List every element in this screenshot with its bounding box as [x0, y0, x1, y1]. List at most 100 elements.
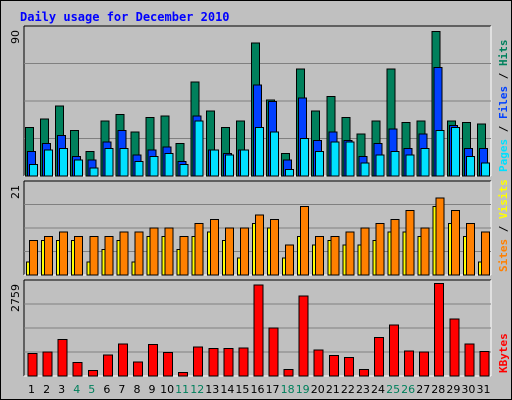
bar-kbytes-6: [102, 354, 113, 377]
x-tick-label-14: 14: [220, 383, 234, 396]
bar-pages-14: [224, 154, 234, 177]
bar-kbytes-18: [283, 368, 294, 377]
bar-sites-12: [194, 223, 204, 276]
bar-sites-24: [375, 223, 385, 276]
bar-sites-22: [345, 231, 355, 276]
x-tick-label-21: 21: [326, 383, 340, 396]
bar-sites-21: [330, 235, 340, 276]
legend-kbytes: KBytes: [497, 333, 510, 373]
page-title: Daily usage for December 2010: [20, 10, 230, 24]
bar-pages-2: [44, 149, 54, 177]
x-tick-label-17: 17: [266, 383, 280, 396]
bar-sites-16: [254, 214, 264, 276]
bar-pages-23: [360, 162, 370, 177]
x-tick-label-31: 31: [476, 383, 490, 396]
bar-kbytes-17: [268, 327, 279, 377]
x-tick-label-19: 19: [296, 383, 310, 396]
bar-kbytes-15: [238, 347, 249, 377]
bar-kbytes-26: [404, 350, 415, 377]
bar-kbytes-22: [343, 356, 354, 377]
bar-pages-31: [480, 162, 490, 177]
x-tick-label-13: 13: [205, 383, 219, 396]
legend-visits-sites: Sites / Visits: [497, 179, 510, 272]
bar-pages-24: [375, 154, 385, 177]
x-tick-label-24: 24: [371, 383, 385, 396]
bar-kbytes-3: [57, 339, 68, 377]
bar-sites-13: [209, 218, 219, 276]
bar-kbytes-10: [163, 352, 174, 377]
bar-pages-6: [104, 147, 114, 177]
bar-kbytes-21: [328, 354, 339, 377]
bar-pages-19: [300, 138, 310, 177]
x-tick-label-6: 6: [103, 383, 110, 396]
legend-sites: Sites: [497, 239, 510, 272]
bar-kbytes-30: [464, 343, 475, 377]
bar-kbytes-1: [27, 352, 38, 377]
bar-pages-29: [450, 126, 460, 177]
legend-files: Files: [497, 86, 510, 119]
bar-pages-11: [179, 164, 189, 177]
bar-sites-4: [74, 235, 84, 276]
x-tick-label-2: 2: [43, 383, 50, 396]
x-tick-label-3: 3: [58, 383, 65, 396]
bar-pages-20: [315, 151, 325, 177]
bar-sites-14: [224, 227, 234, 276]
legend-kbytes: KBytes: [497, 333, 510, 373]
x-tick-label-25: 25: [386, 383, 400, 396]
bar-kbytes-19: [298, 295, 309, 377]
bar-kbytes-4: [72, 361, 83, 377]
max-label-kbytes: 2759: [9, 284, 22, 312]
bar-sites-29: [450, 210, 460, 276]
x-tick-label-7: 7: [118, 383, 125, 396]
bar-sites-6: [104, 235, 114, 276]
bar-sites-31: [480, 231, 490, 276]
x-tick-label-8: 8: [133, 383, 140, 396]
bar-pages-17: [270, 131, 280, 177]
bar-sites-23: [360, 227, 370, 276]
bar-pages-15: [239, 149, 249, 177]
bar-kbytes-27: [419, 351, 430, 377]
bar-pages-12: [194, 120, 204, 177]
bar-kbytes-9: [148, 343, 159, 377]
x-tick-label-27: 27: [416, 383, 430, 396]
bar-sites-28: [435, 197, 445, 276]
bar-sites-26: [405, 210, 415, 276]
bar-pages-26: [405, 154, 415, 177]
bar-sites-11: [179, 235, 189, 276]
x-tick-label-28: 28: [431, 383, 445, 396]
bar-pages-28: [435, 130, 445, 177]
bar-kbytes-14: [223, 347, 234, 377]
bar-kbytes-31: [479, 350, 490, 377]
bar-sites-1: [29, 240, 38, 276]
x-tick-label-20: 20: [311, 383, 325, 396]
bar-sites-27: [420, 227, 430, 276]
x-tick-label-15: 15: [235, 383, 249, 396]
legend-sep: /: [497, 66, 510, 86]
bar-kbytes-8: [132, 361, 143, 377]
bar-pages-30: [465, 156, 475, 177]
legend-pages: Pages: [497, 139, 510, 172]
bar-sites-8: [134, 231, 144, 276]
bar-pages-8: [134, 160, 144, 177]
bar-kbytes-16: [253, 284, 264, 377]
bar-pages-4: [74, 159, 84, 177]
bar-kbytes-7: [117, 343, 128, 377]
bar-kbytes-5: [87, 369, 98, 377]
bar-pages-3: [59, 147, 69, 177]
bar-kbytes-23: [358, 368, 369, 377]
bar-kbytes-11: [178, 371, 189, 377]
legend-hits: Hits: [497, 40, 510, 67]
bar-sites-25: [390, 218, 400, 276]
bar-pages-21: [330, 141, 340, 177]
bar-pages-5: [89, 167, 99, 177]
bar-sites-9: [149, 227, 159, 276]
bar-pages-10: [164, 152, 174, 177]
x-tick-label-11: 11: [175, 383, 189, 396]
legend-hits-files-pages: Pages / Files / Hits: [497, 40, 510, 173]
x-tick-label-9: 9: [149, 383, 156, 396]
max-label-visits-sites: 21: [9, 185, 22, 199]
x-tick-label-10: 10: [160, 383, 174, 396]
bar-sites-5: [89, 235, 99, 276]
x-tick-label-29: 29: [446, 383, 460, 396]
bar-sites-3: [59, 231, 69, 276]
